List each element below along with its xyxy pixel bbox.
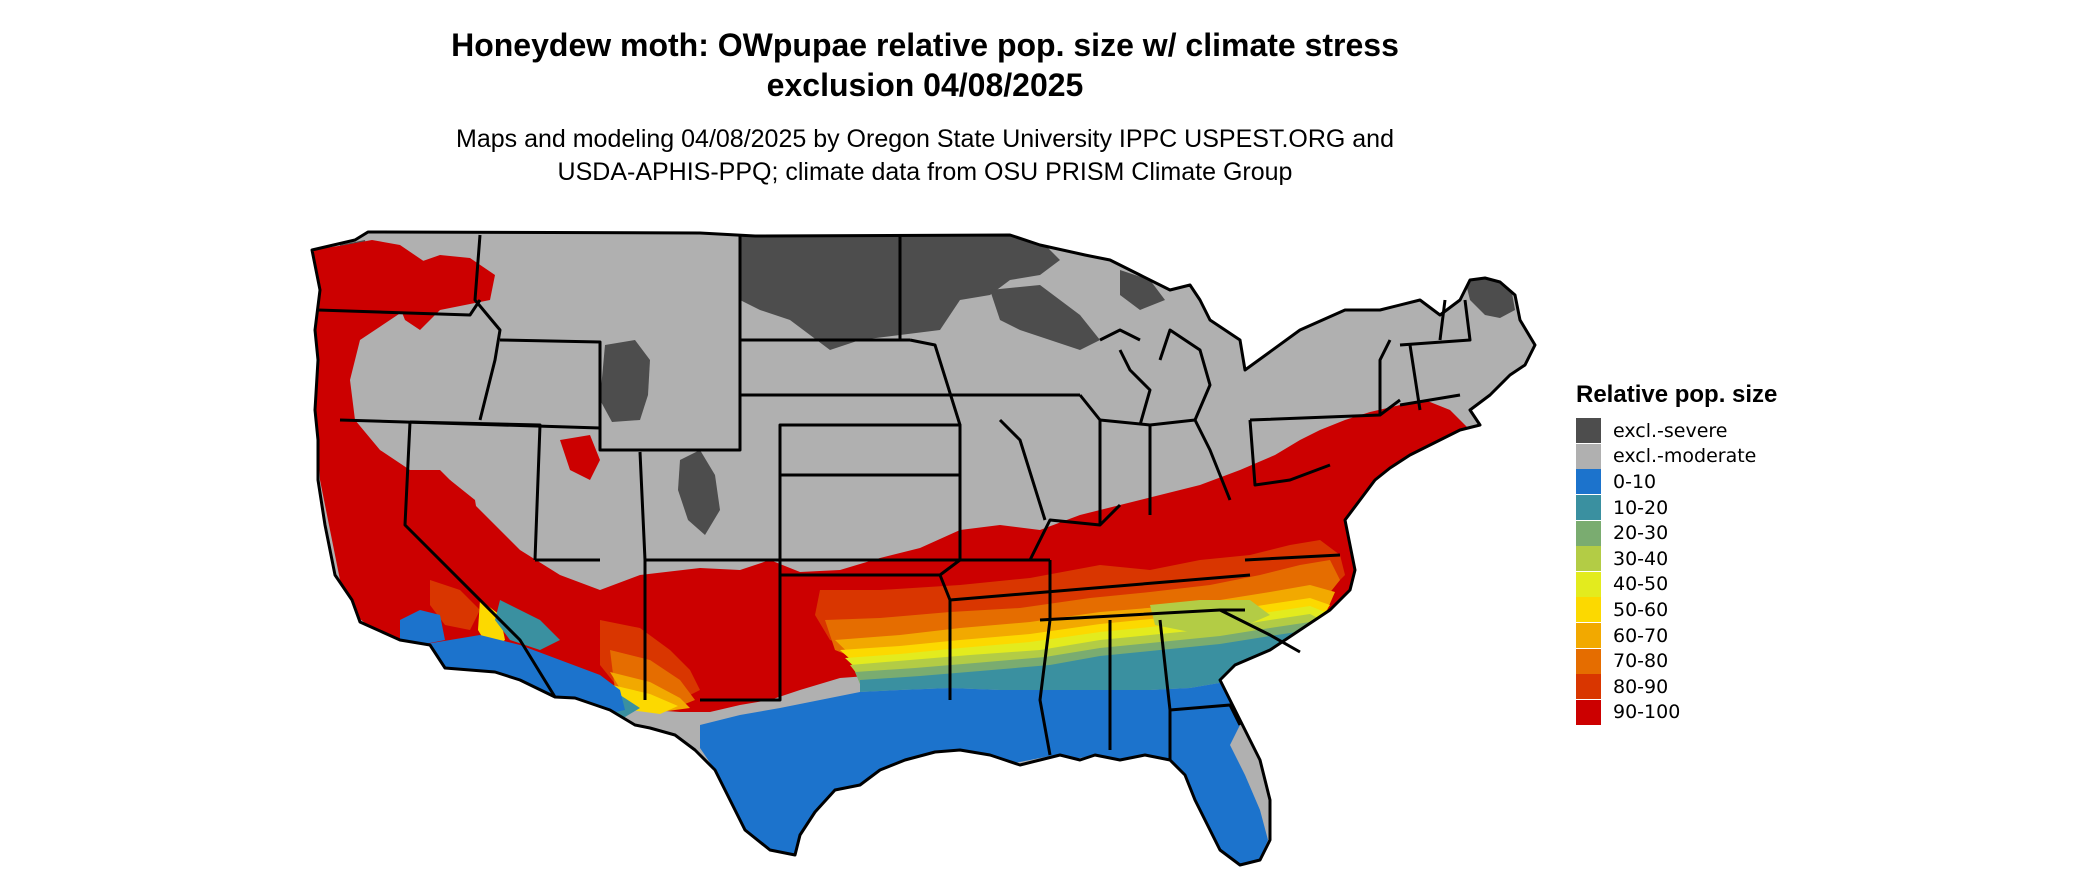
legend-swatch bbox=[1576, 597, 1601, 623]
legend-swatch bbox=[1576, 469, 1601, 495]
legend-item: 20-30 bbox=[1576, 520, 1777, 546]
legend-label: 20-30 bbox=[1613, 522, 1669, 545]
map-subtitle-line1: Maps and modeling 04/08/2025 by Oregon S… bbox=[456, 125, 1394, 153]
legend-label: 10-20 bbox=[1613, 496, 1669, 519]
us-population-map bbox=[310, 230, 1537, 867]
legend-item: 30-40 bbox=[1576, 546, 1777, 572]
legend-label: 60-70 bbox=[1613, 624, 1669, 647]
legend-label: 30-40 bbox=[1613, 547, 1669, 570]
legend-item: excl.-moderate bbox=[1576, 443, 1777, 470]
legend-swatch bbox=[1576, 648, 1601, 674]
legend-item: 0-10 bbox=[1576, 469, 1777, 495]
legend-swatch bbox=[1576, 520, 1601, 546]
legend-label: 90-100 bbox=[1613, 701, 1681, 724]
legend-label: excl.-moderate bbox=[1613, 445, 1757, 468]
map-legend: Relative pop. size excl.-severe excl.-mo… bbox=[1576, 380, 1777, 725]
legend-label: 40-50 bbox=[1613, 573, 1669, 596]
legend-swatch bbox=[1576, 674, 1601, 700]
legend-item: 60-70 bbox=[1576, 623, 1777, 649]
legend-label: excl.-severe bbox=[1613, 419, 1728, 442]
legend-swatch bbox=[1576, 546, 1601, 572]
map-subtitle-line2: USDA-APHIS-PPQ; climate data from OSU PR… bbox=[557, 158, 1293, 186]
legend-swatch bbox=[1576, 699, 1601, 725]
legend-swatch bbox=[1576, 623, 1601, 649]
legend-label: 80-90 bbox=[1613, 675, 1669, 698]
legend-swatch bbox=[1576, 418, 1601, 444]
legend-item: 10-20 bbox=[1576, 495, 1777, 521]
legend-swatch bbox=[1576, 495, 1601, 521]
legend-item: excl.-severe bbox=[1576, 418, 1777, 444]
legend-title: Relative pop. size bbox=[1576, 381, 1778, 408]
legend-item: 90-100 bbox=[1576, 699, 1777, 726]
legend-item: 50-60 bbox=[1576, 597, 1777, 623]
legend-swatch bbox=[1576, 571, 1601, 597]
legend-label: 70-80 bbox=[1613, 650, 1669, 673]
legend-label: 0-10 bbox=[1613, 470, 1657, 493]
map-title-line1: Honeydew moth: OWpupae relative pop. siz… bbox=[451, 27, 1399, 63]
map-title-line2: exclusion 04/08/2025 bbox=[766, 67, 1084, 103]
legend-swatch bbox=[1576, 443, 1601, 469]
legend-item: 70-80 bbox=[1576, 648, 1777, 674]
legend-item: 80-90 bbox=[1576, 674, 1777, 700]
legend-label: 50-60 bbox=[1613, 598, 1669, 621]
legend-item: 40-50 bbox=[1576, 571, 1777, 598]
